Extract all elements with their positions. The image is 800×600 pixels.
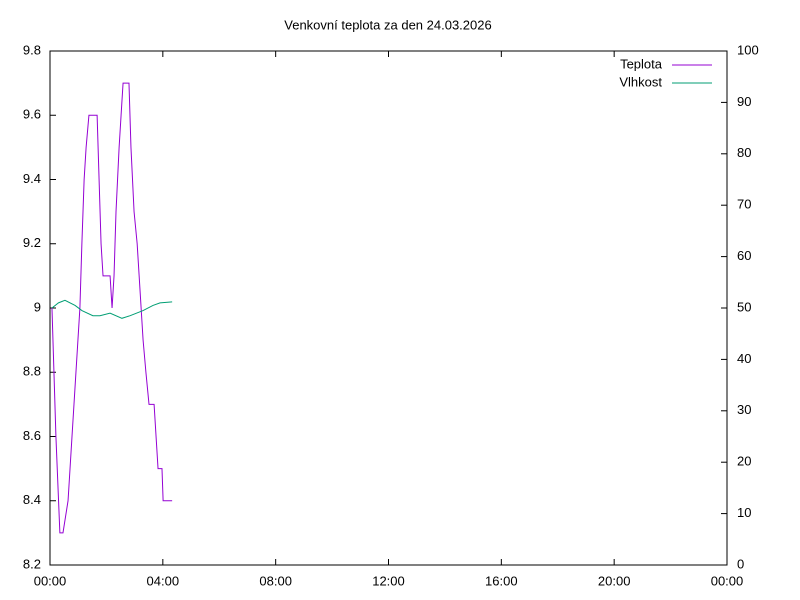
series-line <box>51 82 173 534</box>
x-tick-label: 12:00 <box>372 573 405 588</box>
y2-tick-label: 60 <box>737 248 751 263</box>
x-tick-label: 08:00 <box>259 573 292 588</box>
y2-tick-label: 90 <box>737 94 751 109</box>
x-tick-label: 16:00 <box>485 573 518 588</box>
y-tick-label: 9.6 <box>23 107 41 122</box>
y-tick-label: 8.2 <box>23 556 41 571</box>
legend-label: Teplota <box>620 56 663 71</box>
y-tick-label: 9.8 <box>23 42 41 57</box>
y2-tick-label: 20 <box>737 454 751 469</box>
x-tick-label: 00:00 <box>711 573 744 588</box>
y2-tick-label: 30 <box>737 402 751 417</box>
x-tick-label: 20:00 <box>598 573 631 588</box>
x-tick-label: 04:00 <box>147 573 180 588</box>
y-tick-label: 9.4 <box>23 171 41 186</box>
y2-tick-label: 0 <box>737 556 744 571</box>
y2-tick-label: 70 <box>737 197 751 212</box>
y-tick-label: 8.8 <box>23 364 41 379</box>
y2-tick-label: 100 <box>737 42 759 57</box>
legend-label: Vlhkost <box>619 74 662 89</box>
plot-border <box>49 50 728 566</box>
chart-title: Venkovní teplota za den 24.03.2026 <box>284 17 491 32</box>
y2-tick-label: 80 <box>737 145 751 160</box>
y-tick-label: 9 <box>34 299 41 314</box>
y2-tick-label: 50 <box>737 299 751 314</box>
y2-tick-label: 10 <box>737 505 751 520</box>
x-tick-label: 00:00 <box>34 573 67 588</box>
y-tick-label: 8.6 <box>23 428 41 443</box>
y2-tick-label: 40 <box>737 351 751 366</box>
series-line <box>51 299 173 319</box>
y-tick-label: 8.4 <box>23 492 41 507</box>
y-tick-label: 9.2 <box>23 235 41 250</box>
